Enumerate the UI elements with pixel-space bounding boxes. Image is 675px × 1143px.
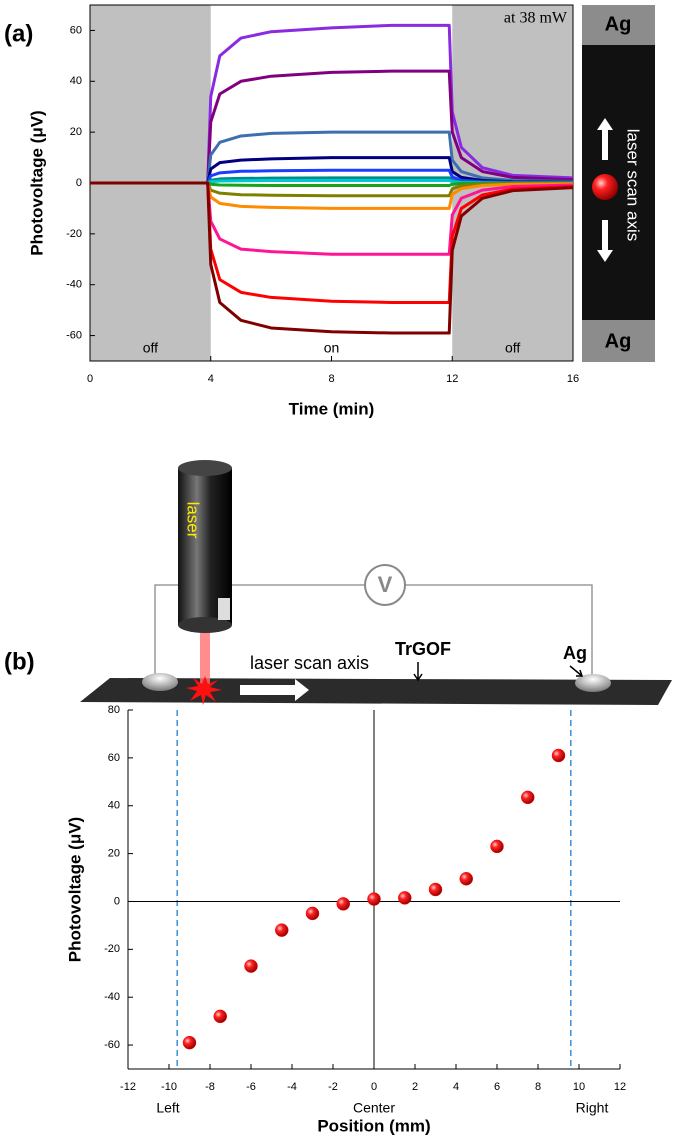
x-tick-label: -8 (205, 1081, 215, 1093)
x-tick-label: 0 (87, 373, 93, 385)
point (244, 959, 258, 973)
laser-tab (218, 598, 230, 620)
x-tick-label: -12 (120, 1081, 136, 1093)
point (459, 871, 473, 886)
laser-beam (200, 625, 210, 687)
x-tick-label: 12 (614, 1081, 626, 1093)
voltmeter (364, 564, 406, 606)
point (521, 790, 535, 805)
laser-label: laser (184, 502, 203, 539)
y-tick-label: -20 (66, 228, 82, 240)
y-tick-label: -40 (66, 279, 82, 291)
x-tick-label: 4 (453, 1081, 459, 1093)
point (275, 923, 289, 937)
x-region-label: Center (353, 1100, 395, 1116)
point (182, 1035, 197, 1050)
x-region-label: Right (576, 1100, 609, 1116)
inset-top: Ag (605, 13, 632, 35)
point (336, 897, 350, 911)
point (428, 882, 443, 897)
scan-arrow (240, 679, 309, 701)
electrode-box (582, 5, 655, 45)
point (213, 1009, 227, 1024)
electrode-box (582, 320, 655, 362)
y-tick-label: 60 (70, 24, 82, 36)
laser-spot (592, 174, 618, 200)
x-tick-label: -10 (161, 1081, 177, 1093)
inset: Ag Ag laser scan axis (582, 5, 655, 362)
y-tick-label: 0 (114, 895, 120, 907)
x-region-label: Left (156, 1100, 179, 1116)
electrode (575, 674, 611, 692)
x-tick-label: 10 (573, 1081, 585, 1093)
x-tick-label: 16 (567, 373, 579, 385)
arrow (597, 220, 613, 262)
voltmeter-label: V (378, 572, 393, 597)
wire (154, 584, 365, 680)
y-tick-label: 20 (108, 848, 120, 860)
x-tick-label: 12 (446, 373, 458, 385)
x-tick-label: -4 (287, 1081, 297, 1093)
y-tick-label: -60 (104, 1039, 120, 1051)
pointer (413, 662, 423, 682)
x-axis-title: Time (min) (289, 399, 375, 418)
point (490, 839, 504, 854)
scan-label: laser scan axis (250, 653, 369, 673)
x-tick-label: 2 (412, 1081, 418, 1093)
film (80, 678, 672, 705)
panel-label: (b) (4, 648, 35, 675)
x-tick-label: 8 (535, 1081, 541, 1093)
wire (405, 584, 593, 680)
electrode (142, 673, 178, 691)
setup-diagram: V laser laser scan axis TrGOF Ag (80, 460, 672, 705)
x-tick-label: 8 (328, 373, 334, 385)
point (551, 748, 566, 763)
inset-bottom: Ag (605, 330, 632, 352)
laser-top (178, 460, 232, 476)
x-tick-label: 6 (494, 1081, 500, 1093)
region-label: on (324, 340, 340, 356)
y-tick-label: 0 (76, 177, 82, 189)
point (367, 892, 381, 906)
laser-spot (186, 676, 222, 705)
x-tick-label: 4 (208, 373, 214, 385)
y-tick-label: -40 (104, 991, 120, 1003)
laser-bottom (178, 617, 232, 633)
y-tick-label: -60 (66, 329, 82, 341)
region-label: off (505, 340, 520, 356)
y-tick-label: 60 (108, 752, 120, 764)
y-axis-title: Photovoltage (μV) (27, 110, 46, 255)
series-line (90, 181, 574, 335)
y-tick-label: 40 (70, 75, 82, 87)
region-label: off (143, 340, 158, 356)
y-tick-label: 20 (70, 126, 82, 138)
inset-label: laser scan axis (624, 129, 643, 241)
point (305, 906, 320, 921)
y-tick-label: 40 (108, 800, 120, 812)
arrow (597, 118, 613, 160)
x-tick-label: -2 (328, 1081, 338, 1093)
y-axis-title: Photovoltage (μV) (65, 817, 84, 962)
panel-label: (a) (4, 20, 33, 47)
electrode-label: Ag (563, 643, 587, 663)
annotation: at 38 mW (504, 10, 568, 27)
y-tick-label: 80 (108, 704, 120, 716)
x-tick-label: 0 (371, 1081, 377, 1093)
x-tick-label: -6 (246, 1081, 256, 1093)
y-tick-label: -20 (104, 943, 120, 955)
x-axis-title: Position (mm) (317, 1116, 430, 1135)
pointer (569, 665, 584, 677)
point (398, 891, 412, 905)
film-label: TrGOF (395, 639, 451, 659)
